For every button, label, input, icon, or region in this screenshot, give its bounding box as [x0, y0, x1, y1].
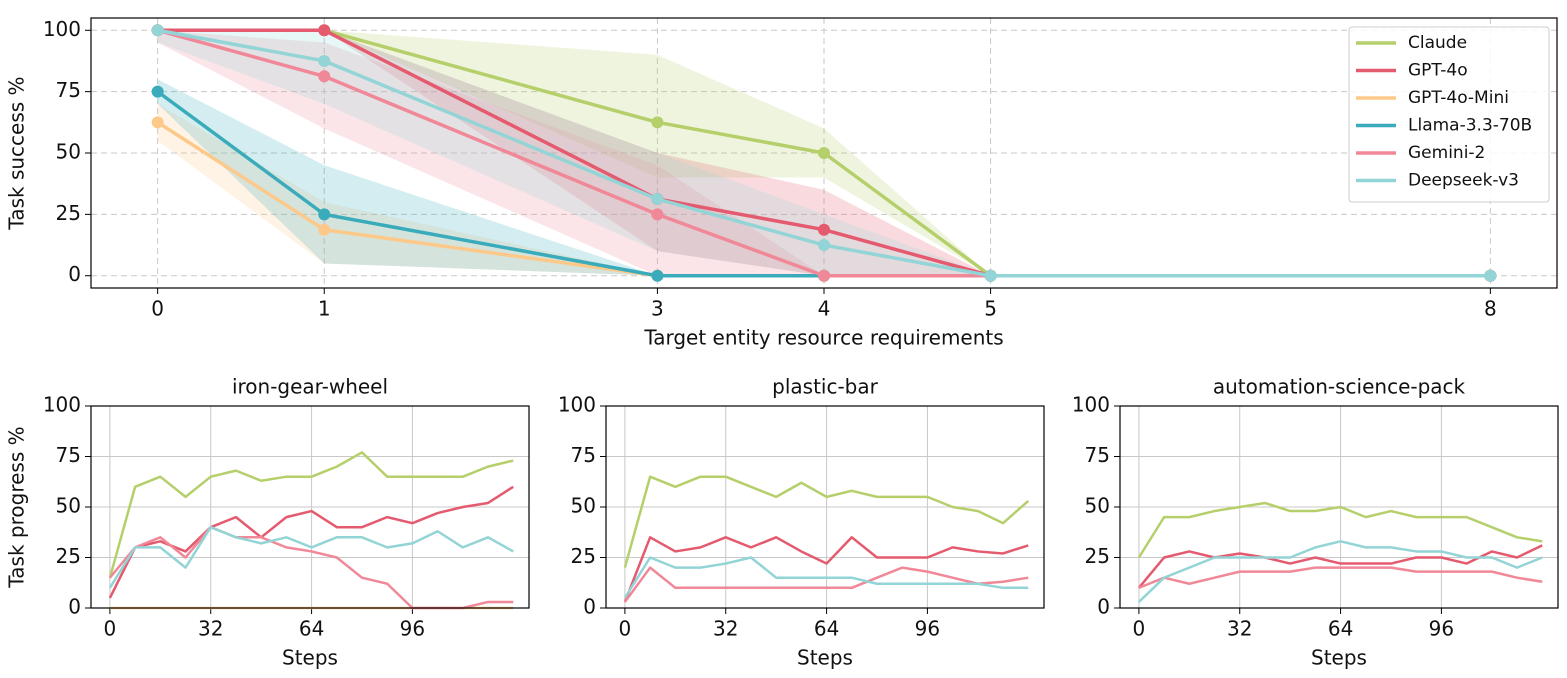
point — [151, 116, 164, 129]
legend-label: Gemini-2 — [1408, 143, 1485, 163]
point — [818, 223, 830, 236]
point — [318, 54, 331, 67]
x-axis-label: Target entity resource requirements — [643, 326, 1003, 350]
x-tick-label: 3 — [651, 297, 664, 321]
x-tick-label: 5 — [984, 297, 997, 321]
y-tick-label: 100 — [43, 17, 81, 41]
y-tick-label: 100 — [43, 393, 81, 417]
confidence-band — [157, 30, 1491, 276]
y-tick-label: 0 — [68, 595, 81, 619]
x-tick-label: 0 — [104, 617, 117, 641]
y-axis-label: Task progress % — [5, 426, 29, 588]
point — [818, 239, 830, 252]
x-tick-label: 1 — [318, 297, 331, 321]
y-tick-label: 50 — [56, 494, 81, 518]
y-tick-label: 75 — [56, 443, 81, 467]
legend-label: GPT-4o-Mini — [1408, 88, 1509, 108]
y-tick-label: 25 — [1085, 544, 1110, 568]
x-tick-label: 64 — [299, 617, 324, 641]
series-line — [623, 475, 1030, 568]
x-tick-label: 32 — [198, 617, 223, 641]
x-tick-label: 0 — [151, 297, 164, 321]
series-line — [1137, 544, 1543, 589]
y-tick-label: 0 — [1097, 595, 1110, 619]
point — [318, 24, 331, 37]
chart-title: iron-gear-wheel — [232, 375, 388, 399]
y-tick-label: 75 — [56, 78, 81, 102]
y-tick-label: 75 — [571, 443, 596, 467]
plot-frame — [90, 17, 1558, 289]
y-tick-label: 50 — [56, 140, 81, 164]
series-line — [1138, 566, 1543, 589]
y-tick-label: 100 — [1072, 393, 1110, 417]
x-tick-label: 32 — [1227, 617, 1252, 641]
x-axis-label: Steps — [797, 646, 853, 670]
point — [818, 269, 830, 282]
y-axis-label: Task success % — [5, 76, 29, 230]
series-line — [108, 525, 514, 589]
y-tick-label: 25 — [56, 201, 81, 225]
y-tick-label: 25 — [571, 544, 596, 568]
series-line — [623, 536, 1029, 603]
point — [318, 70, 331, 83]
point — [318, 208, 331, 221]
series-line — [108, 451, 514, 579]
x-tick-label: 0 — [1133, 617, 1146, 641]
x-tick-label: 64 — [814, 617, 839, 641]
y-tick-label: 100 — [558, 393, 596, 417]
x-tick-label: 0 — [619, 617, 632, 641]
x-tick-label: 64 — [1328, 617, 1353, 641]
point — [651, 116, 664, 129]
legend-label: Llama-3.3-70B — [1408, 116, 1532, 136]
confidence-band — [157, 79, 1491, 276]
y-tick-label: 75 — [1085, 443, 1110, 467]
plot-frame — [90, 405, 530, 609]
plot-frame — [605, 405, 1045, 609]
point — [651, 193, 664, 206]
chart-title: plastic-bar — [772, 375, 878, 399]
legend-label: GPT-4o — [1408, 61, 1468, 81]
x-tick-label: 4 — [818, 297, 831, 321]
y-tick-label: 0 — [68, 262, 81, 286]
point — [818, 147, 830, 159]
y-tick-label: 50 — [1085, 494, 1110, 518]
point — [651, 269, 664, 282]
series-line — [157, 28, 1491, 278]
plot-frame — [1119, 405, 1559, 609]
y-tick-label: 0 — [583, 595, 596, 619]
x-tick-label: 96 — [1429, 617, 1454, 641]
series-line — [108, 485, 514, 599]
legend-label: Claude — [1408, 33, 1467, 53]
series-line — [623, 556, 1029, 599]
point — [151, 85, 164, 98]
series-line — [623, 566, 1029, 603]
point — [651, 208, 664, 221]
x-tick-label: 8 — [1484, 297, 1497, 321]
x-axis-label: Steps — [1311, 646, 1367, 670]
point — [318, 223, 331, 236]
series-line — [1138, 540, 1543, 603]
point — [1484, 269, 1497, 282]
x-tick-label: 32 — [713, 617, 738, 641]
x-tick-label: 96 — [400, 617, 425, 641]
series-line — [1137, 501, 1543, 559]
confidence-band — [157, 30, 1491, 276]
legend-box — [1348, 26, 1550, 203]
y-tick-label: 25 — [56, 544, 81, 568]
legend-label: Deepseek-v3 — [1408, 171, 1519, 191]
point — [984, 269, 997, 282]
y-tick-label: 50 — [571, 494, 596, 518]
x-tick-label: 96 — [915, 617, 940, 641]
x-axis-label: Steps — [282, 646, 338, 670]
chart-title: automation-science-pack — [1213, 375, 1466, 399]
point — [151, 24, 164, 37]
